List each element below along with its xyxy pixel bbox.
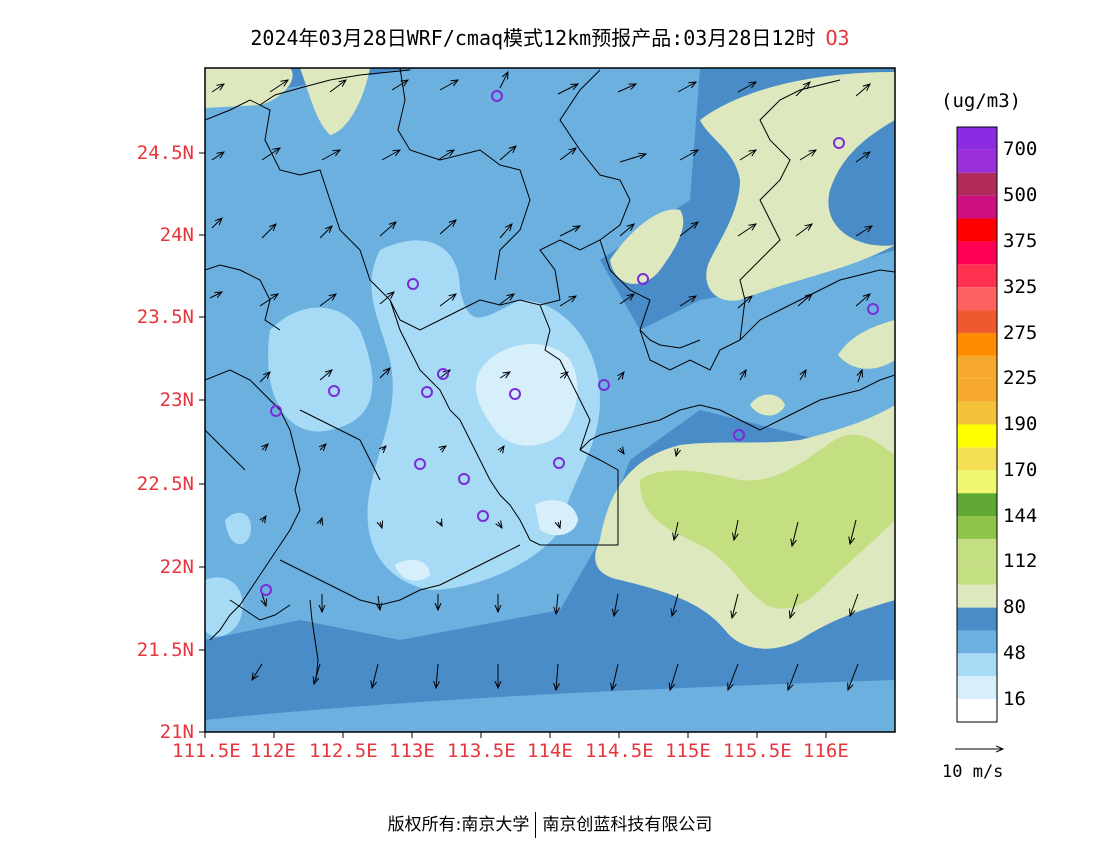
colorbar-label: 190 (1003, 413, 1038, 436)
colorbar-label: 500 (1003, 184, 1038, 207)
colorbar-bin (957, 127, 997, 150)
colorbar-bin (957, 607, 997, 631)
colorbar-bin (957, 653, 997, 677)
colorbar-bin (957, 699, 997, 722)
lon-label: 113.5E (447, 740, 516, 762)
colorbar-label: 225 (1003, 367, 1038, 390)
colorbar-bin (957, 447, 997, 471)
lon-label: 114.5E (585, 740, 654, 762)
lon-label: 116E (803, 740, 849, 762)
copyright-owner: 版权所有:南京大学 (387, 815, 530, 835)
colorbar-label: 170 (1003, 458, 1038, 481)
colorbar-label: 16 (1003, 687, 1026, 710)
colorbar-label: 112 (1003, 550, 1038, 573)
axis-ticks (199, 152, 827, 738)
lon-label: 115E (665, 740, 711, 762)
colorbar-label: 80 (1003, 596, 1026, 619)
colorbar-bin (957, 195, 997, 219)
colorbar-label: 325 (1003, 275, 1038, 298)
colorbar-bin (957, 676, 997, 700)
lat-label: 21.5N (136, 639, 194, 661)
lat-label: 22.5N (136, 473, 194, 495)
colorbar-bin (957, 401, 997, 425)
map-title: 2024年03月28日WRF/cmaq模式12km预报产品:03月28日12时 O… (0, 22, 1100, 51)
colorbar-bin (957, 561, 997, 585)
colorbar-bin (957, 172, 997, 196)
colorbar-frame (956, 126, 998, 723)
colorbar-bin (957, 218, 997, 242)
lat-label: 24N (159, 224, 194, 246)
colorbar-label: 144 (1003, 504, 1038, 527)
concentration-field (205, 68, 895, 732)
lon-label: 112E (250, 740, 296, 762)
title-text: 2024年03月28日WRF/cmaq模式12km预报产品:03月28日12时 (250, 26, 816, 50)
colorbar-bin (957, 264, 997, 288)
lat-label: 22N (159, 556, 194, 578)
lat-label: 23N (159, 389, 194, 411)
colorbar-label: 275 (1003, 321, 1038, 344)
lon-label: 114E (527, 740, 573, 762)
colorbar-bin (957, 310, 997, 333)
lon-label: 113E (389, 740, 435, 762)
colorbar-bin (957, 378, 997, 402)
colorbar-bin (957, 424, 997, 448)
colorbar-label: 700 (1003, 138, 1038, 161)
copyright-separator (535, 812, 537, 838)
colorbar-bin (957, 470, 997, 494)
colorbar-bin (957, 149, 997, 173)
colorbar-units: (ug/m3) (941, 90, 1022, 112)
colorbar-bin (957, 584, 997, 608)
colorbar-bin (957, 287, 997, 311)
copyright-company: 南京创蓝科技有限公司 (542, 815, 713, 835)
station-markers (260, 90, 879, 596)
colorbar-bin (957, 332, 997, 356)
colorbar-bin (957, 355, 997, 379)
wind-vectors (209, 72, 872, 690)
wind-reference-label: 10 m/s (942, 762, 1004, 782)
lon-label: 112.5E (309, 740, 378, 762)
colorbar-bin (957, 241, 997, 265)
colorbar-label: 48 (1003, 641, 1026, 664)
copyright: 版权所有:南京大学 南京创蓝科技有限公司 (0, 810, 1100, 838)
colorbar-bin (957, 630, 997, 654)
lon-label: 115.5E (723, 740, 792, 762)
lat-label: 23.5N (136, 306, 194, 328)
colorbar (956, 126, 998, 723)
boundaries (205, 68, 895, 681)
pollutant-label: O3 (825, 26, 850, 50)
colorbar-bin (957, 516, 997, 539)
colorbar-bin (957, 493, 997, 517)
lon-label: 111.5E (172, 740, 241, 762)
colorbar-bin (957, 538, 997, 562)
lat-label: 24.5N (136, 142, 194, 164)
lat-label: 21N (159, 721, 194, 743)
colorbar-label: 375 (1003, 229, 1038, 252)
